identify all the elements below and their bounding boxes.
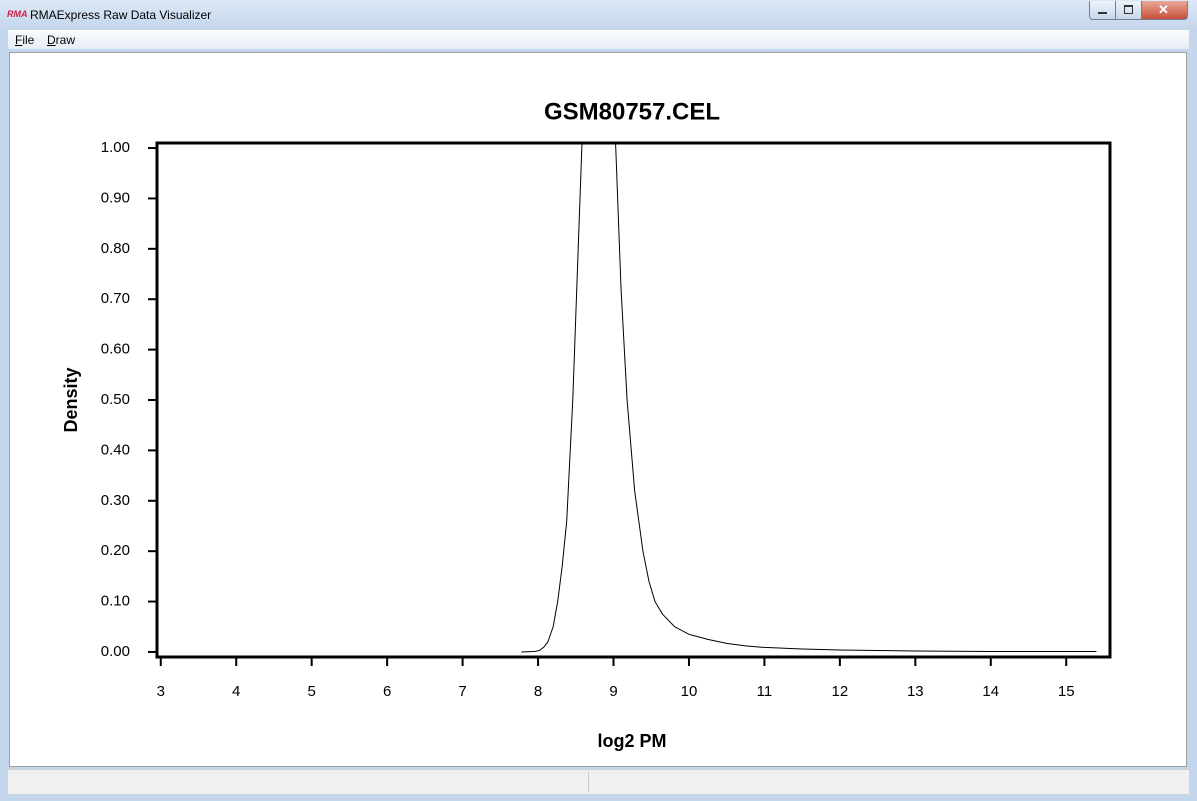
window-title: RMAExpress Raw Data Visualizer [30,8,212,22]
y-axis-label: Density [61,367,81,432]
y-tick-label: 0.50 [101,391,130,408]
app-icon: RMA [7,9,28,19]
y-tick-label: 1.00 [101,139,130,156]
x-tick-label: 9 [609,683,617,700]
close-button[interactable]: ✕ [1141,1,1188,20]
x-tick-label: 8 [534,683,542,700]
x-tick-label: 11 [757,683,773,700]
y-tick-label: 0.30 [101,492,130,509]
y-tick-label: 0.80 [101,240,130,257]
x-tick-label: 15 [1058,683,1075,700]
menu-draw[interactable]: Draw [47,33,76,47]
x-tick-label: 6 [383,683,391,700]
x-tick-label: 12 [832,683,849,700]
title-bar: RMA RMAExpress Raw Data Visualizer ✕ [0,0,1197,30]
plot-frame [155,141,1112,659]
y-tick-label: 0.20 [101,542,130,559]
y-tick-label: 0.60 [101,341,130,358]
x-tick-label: 3 [157,683,165,700]
x-tick-label: 5 [308,683,316,700]
status-bar [8,769,1189,794]
density-line [521,143,1097,653]
y-tick-label: 0.40 [101,441,130,458]
y-tick-label: 0.00 [101,643,130,660]
y-tick-label: 0.90 [101,189,130,206]
x-tick-label: 10 [681,683,698,700]
menu-bar: File Draw [8,30,1189,49]
menu-file[interactable]: File [15,33,35,47]
x-tick-label: 13 [907,683,924,700]
client-area [9,52,1187,767]
x-tick-label: 4 [232,683,240,700]
x-tick-label: 7 [458,683,466,700]
x-tick-label: 14 [982,683,999,700]
y-tick-label: 0.10 [101,593,130,610]
x-axis-label: log2 PM [597,731,666,751]
chart-title: GSM80757.CEL [544,98,720,125]
y-tick-label: 0.70 [101,290,130,307]
